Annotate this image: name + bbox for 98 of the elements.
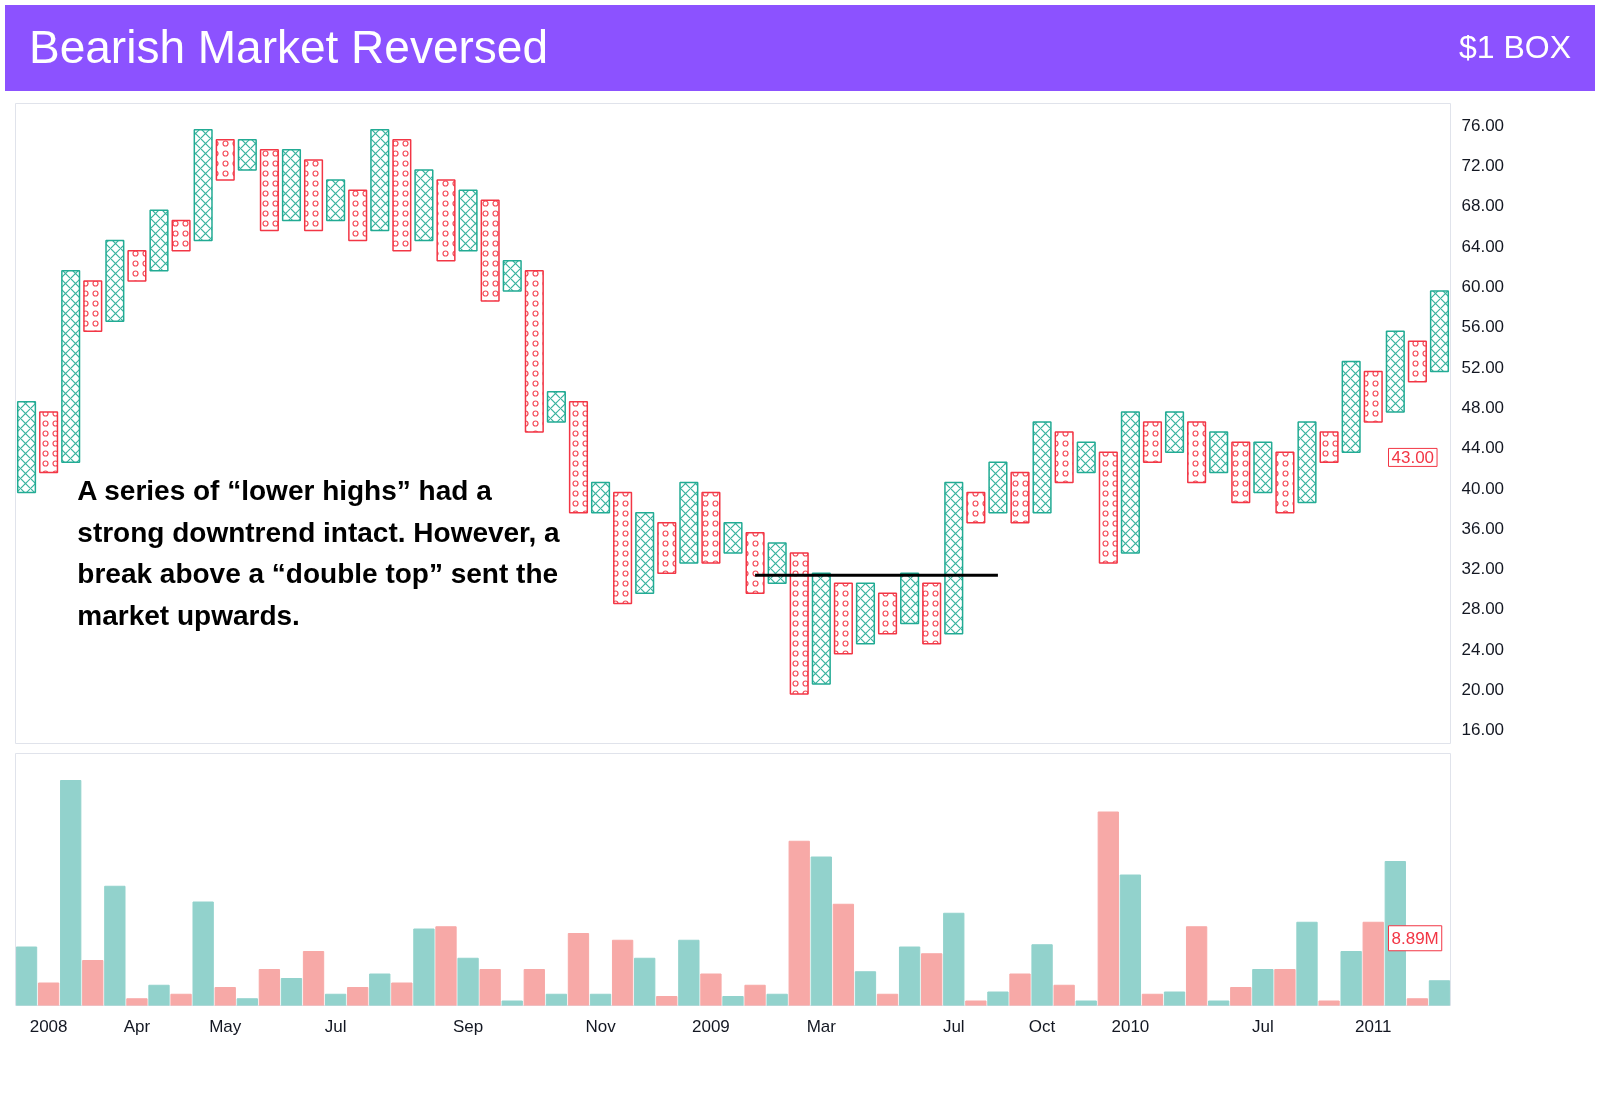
bar (1185, 926, 1208, 1006)
x-tick-label: Jul (1251, 1016, 1274, 1036)
bar (104, 885, 126, 1006)
bar (1406, 998, 1429, 1006)
y-tick-label: 36.00 (1461, 518, 1505, 538)
bar (126, 998, 148, 1006)
bar (82, 960, 104, 1006)
bar (987, 991, 1009, 1006)
x-tick-label: Sep (452, 1016, 484, 1036)
bar (1340, 951, 1362, 1006)
bar (148, 984, 170, 1006)
bar (413, 928, 435, 1006)
bar (810, 856, 832, 1006)
bar (479, 969, 501, 1006)
x-tick-label: Jul (942, 1016, 965, 1036)
bar (700, 973, 722, 1006)
bar (788, 840, 810, 1006)
bar (1163, 991, 1186, 1006)
bar (656, 996, 678, 1006)
bar (921, 953, 943, 1006)
y-tick-label: 72.00 (1461, 155, 1505, 175)
bar (722, 996, 744, 1006)
x-tick-label: Jul (324, 1016, 347, 1036)
x-tick-label: 2010 (1111, 1016, 1150, 1036)
bar (1075, 1000, 1097, 1006)
bar (347, 987, 369, 1006)
bar (611, 939, 634, 1006)
x-tick-label: 2009 (692, 1016, 730, 1036)
bar (15, 946, 38, 1006)
bar (435, 926, 457, 1006)
bar (280, 978, 303, 1006)
y-tick-label: 32.00 (1461, 559, 1505, 579)
bar (965, 1000, 987, 1006)
bar (236, 998, 258, 1006)
y-tick-label: 44.00 (1461, 438, 1505, 458)
bar (1119, 874, 1142, 1006)
chart-title: Bearish Market Reversed (29, 20, 548, 76)
bar (744, 984, 766, 1006)
annotation: 43.00 (1391, 448, 1435, 468)
y-tick-label: 56.00 (1461, 317, 1505, 337)
text: $1 BOX (1458, 28, 1571, 68)
bar (391, 982, 413, 1006)
x-tick-label: 2008 (29, 1016, 68, 1036)
bar (1208, 1000, 1230, 1006)
y-tick-label: 24.00 (1461, 639, 1505, 659)
bar (302, 951, 325, 1006)
y-tick-label: 28.00 (1461, 599, 1505, 619)
bar (567, 933, 590, 1006)
bar (876, 993, 899, 1006)
x-tick-label: May (209, 1016, 242, 1036)
bar (1053, 984, 1075, 1006)
bar (1031, 944, 1053, 1006)
bar (192, 901, 214, 1006)
bar (501, 1000, 523, 1006)
bar (1274, 969, 1296, 1006)
y-tick-label: 48.00 (1461, 397, 1505, 417)
bar (1230, 987, 1252, 1006)
x-tick-label: Mar (806, 1016, 837, 1036)
bar (60, 780, 82, 1006)
bar (214, 987, 236, 1006)
x-tick-label: Oct (1028, 1016, 1056, 1036)
bar (545, 993, 568, 1006)
bar (943, 912, 965, 1006)
bar (766, 993, 788, 1006)
bar (1362, 921, 1384, 1006)
bar (1318, 1000, 1340, 1006)
bar (258, 969, 281, 1006)
bar (832, 903, 855, 1006)
bar (324, 993, 347, 1006)
bar (634, 957, 656, 1006)
y-tick-label: 68.00 (1461, 196, 1505, 216)
x-tick-label: 2011 (1354, 1016, 1392, 1036)
bar (37, 982, 60, 1006)
bar (1009, 973, 1031, 1006)
bar (457, 957, 479, 1006)
bar (369, 973, 391, 1006)
bar (898, 946, 921, 1006)
bar (170, 993, 192, 1006)
bar (589, 993, 612, 1006)
y-tick-label: 64.00 (1461, 236, 1505, 256)
y-tick-label: 76.00 (1461, 115, 1505, 135)
y-tick-label: 40.00 (1461, 478, 1505, 498)
annotation: A series of “lower highs” had a strong downtrend intact. However, a break above a “double top” sent the market upwards. (77, 474, 561, 632)
bar (523, 969, 545, 1006)
x-tick-label: Apr (123, 1016, 151, 1036)
bar (1428, 980, 1451, 1006)
y-tick-label: 60.00 (1461, 276, 1505, 296)
bar (1296, 921, 1318, 1006)
bar (854, 971, 877, 1006)
bar (1141, 993, 1164, 1006)
x-tick-label: Nov (585, 1016, 617, 1036)
bar (678, 939, 700, 1006)
y-tick-label: 52.00 (1461, 357, 1505, 377)
y-tick-label: 16.00 (1461, 720, 1505, 740)
bar (1097, 811, 1119, 1006)
annotation: 8.89M (1391, 928, 1439, 948)
bar (1252, 969, 1274, 1006)
y-tick-label: 20.00 (1461, 680, 1505, 700)
